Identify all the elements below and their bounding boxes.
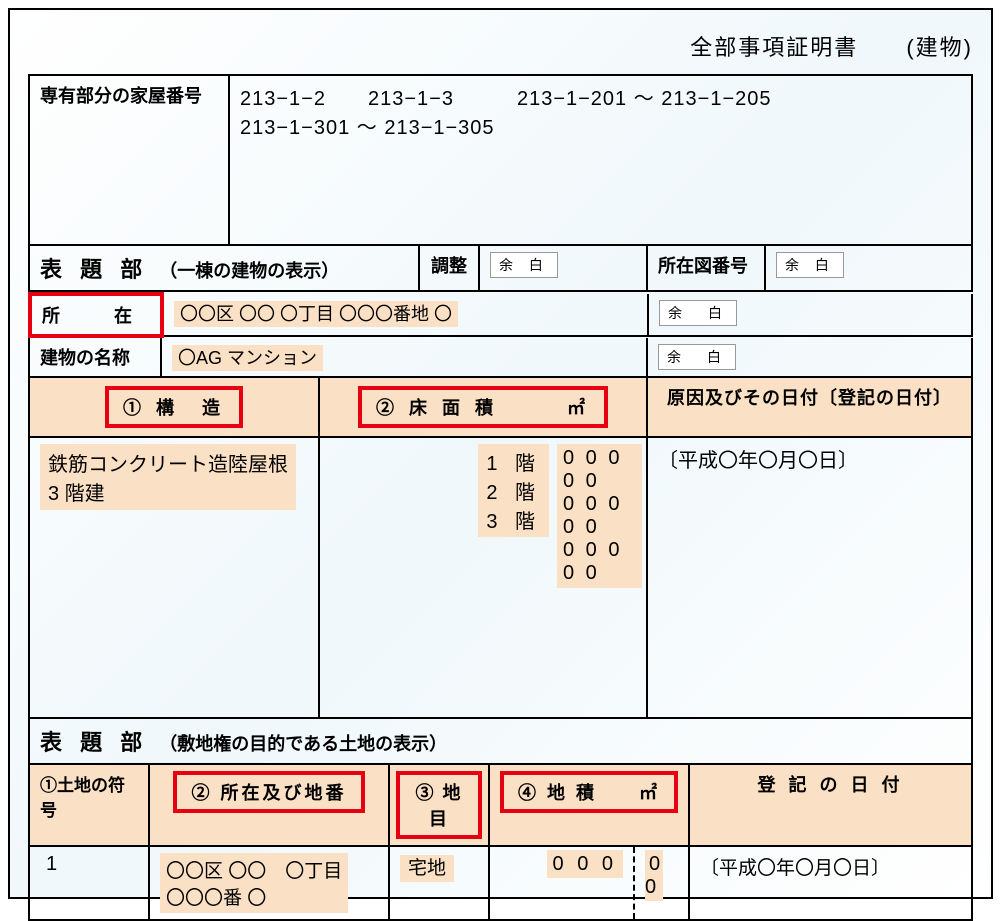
land-code-value: 1 [29, 847, 149, 920]
yohaku-2: 余 白 [776, 252, 844, 278]
floor-val-2: 0 0 0 0 0 [563, 493, 636, 539]
columns-header: ① 構 造 ② 床 面 積 ㎡ 原因及びその日付〔登記の日付〕 [28, 378, 973, 438]
land-code-header: ①土地の符号 [29, 765, 149, 846]
section1-title: 表 題 部 [40, 257, 148, 282]
adjust-value: 余 白 [479, 246, 647, 291]
land-loc-header: ② 所在及び地番 [173, 771, 364, 813]
land-loc-value: 〇〇区 〇〇 〇丁目 〇〇〇番 〇 [160, 853, 348, 913]
bldg-name-yohaku: 余 白 [647, 338, 972, 377]
land-chiseki-dec: 0 0 [645, 850, 663, 901]
section2-header: 表 題 部 （敷地権の目的である土地の表示） [28, 719, 973, 765]
land-chimoku-value: 宅地 [400, 855, 454, 882]
document-frame: 全部事項証明書 (建物) 専有部分の家屋番号 213−1−2 213−1−3 2… [8, 8, 993, 899]
adjust-label: 調整 [419, 246, 479, 291]
bldg-name-label: 建物の名称 [29, 338, 161, 377]
house-number-value: 213−1−2 213−1−3 213−1−201 〜 213−1−205 21… [229, 75, 972, 245]
location-value-cell: 〇〇区 〇〇 〇丁目 〇〇〇番地 〇 [162, 294, 648, 336]
house-number-table: 専有部分の家屋番号 213−1−2 213−1−3 213−1−201 〜 21… [28, 74, 973, 246]
section2-sub: （敷地権の目的である土地の表示） [159, 734, 447, 754]
land-chiseki-int-cell: 0 0 0 [489, 847, 634, 920]
land-chiseki-header-cell: ④ 地 積 ㎡ [489, 765, 689, 846]
cause-value: 〔平成〇年〇月〇日〕 [647, 438, 972, 718]
structure-header: ① 構 造 [105, 386, 243, 428]
title-paren: (建物) [906, 35, 973, 60]
yohaku-3: 余 白 [659, 300, 737, 326]
yohaku-4: 余 白 [658, 344, 736, 370]
location-label: 所 在 [30, 294, 162, 336]
bldg-name-value: 〇AG マンション [172, 345, 323, 371]
bldg-name-table: 建物の名称 〇AG マンション 余 白 [28, 338, 973, 378]
structure-value-cell: 鉄筋コンクリート造陸屋根 3 階建 [29, 438, 319, 718]
floor-area-header-cell: ② 床 面 積 ㎡ [319, 378, 647, 437]
bldg-name-value-cell: 〇AG マンション [161, 338, 647, 377]
section2-title-cell: 表 題 部 （敷地権の目的である土地の表示） [29, 719, 972, 764]
land-headers: ①土地の符号 ② 所在及び地番 ③ 地目 ④ 地 積 ㎡ 登 記 の 日 付 [28, 765, 973, 847]
floor-area-header: ② 床 面 積 ㎡ [358, 386, 608, 428]
floor-3: 3 階 [486, 505, 541, 534]
floor-area-values: 0 0 0 0 0 0 0 0 0 0 0 0 0 0 0 [553, 438, 647, 718]
floor-val-1: 0 0 0 0 0 [563, 447, 636, 493]
land-data: 1 〇〇区 〇〇 〇丁目 〇〇〇番 〇 宅地 0 0 0 0 0 〔平成〇年〇月… [28, 847, 973, 921]
house-number-label: 専有部分の家屋番号 [29, 75, 229, 245]
land-regdate-header: 登 記 の 日 付 [689, 765, 972, 846]
structure-header-cell: ① 構 造 [29, 378, 319, 437]
yohaku-1: 余 白 [490, 252, 558, 278]
land-chiseki-dec-cell: 0 0 [634, 847, 689, 920]
land-chimoku-header-cell: ③ 地目 [389, 765, 489, 846]
zubango-value: 余 白 [765, 246, 972, 291]
land-chiseki-int: 0 0 0 [547, 850, 623, 878]
land-loc-value-cell: 〇〇区 〇〇 〇丁目 〇〇〇番 〇 [149, 847, 389, 920]
section1-title-cell: 表 題 部 （一棟の建物の表示） [29, 246, 419, 291]
document-title: 全部事項証明書 (建物) [28, 30, 973, 62]
title-main: 全部事項証明書 [690, 35, 858, 60]
cause-header: 原因及びその日付〔登記の日付〕 [647, 378, 972, 437]
location-yohaku: 余 白 [648, 294, 972, 336]
land-loc-header-cell: ② 所在及び地番 [149, 765, 389, 846]
section2-title: 表 題 部 [40, 730, 148, 755]
location-table: 所 在 〇〇区 〇〇 〇丁目 〇〇〇番地 〇 余 白 [28, 292, 973, 338]
location-value: 〇〇区 〇〇 〇丁目 〇〇〇番地 〇 [174, 301, 458, 327]
land-chimoku-header: ③ 地目 [396, 771, 482, 839]
zubango-label: 所在図番号 [647, 246, 765, 291]
section1-sub: （一棟の建物の表示） [159, 261, 339, 281]
land-chimoku-value-cell: 宅地 [389, 847, 489, 920]
floor-area-floors: 1 階 2 階 3 階 [319, 438, 553, 718]
structure-data: 鉄筋コンクリート造陸屋根 3 階建 1 階 2 階 3 階 0 0 0 0 0 … [28, 438, 973, 719]
structure-value: 鉄筋コンクリート造陸屋根 3 階建 [40, 444, 296, 510]
land-regdate-value: 〔平成〇年〇月〇日〕 [689, 847, 972, 920]
section1-header: 表 題 部 （一棟の建物の表示） 調整 余 白 所在図番号 余 白 [28, 246, 973, 292]
floor-2: 2 階 [486, 476, 541, 505]
floor-1: 1 階 [486, 447, 541, 476]
floor-val-3: 0 0 0 0 0 [563, 539, 636, 585]
land-chiseki-header: ④ 地 積 ㎡ [500, 771, 678, 813]
